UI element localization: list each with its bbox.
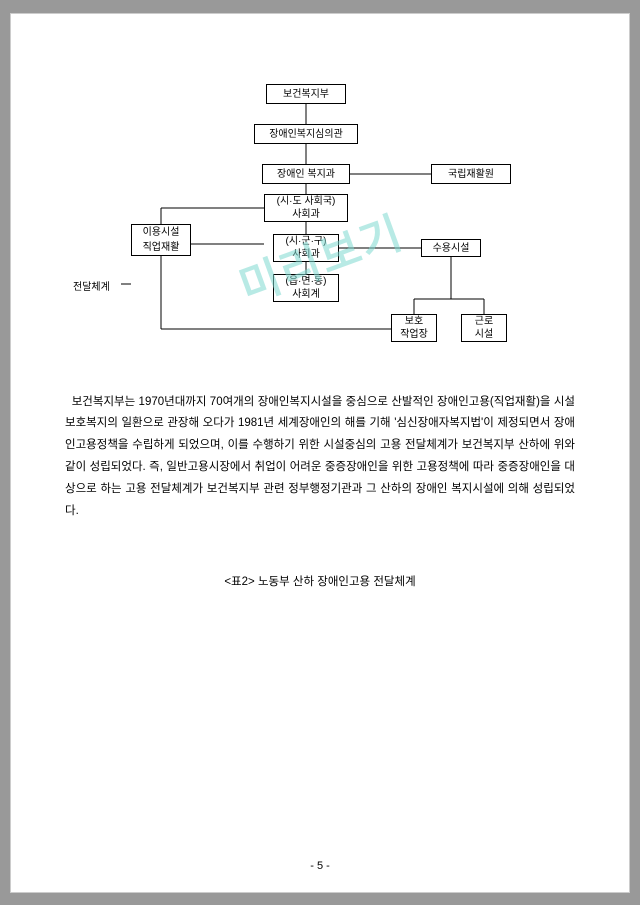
page: 미리보기 보건복지부장애인복지심의관장애인 복지과국립재활원(시·도 사회국)사… (10, 13, 630, 893)
chart-node: 사회과 (273, 248, 339, 262)
chart-node: 보호 (391, 314, 437, 328)
org-chart: 보건복지부장애인복지심의관장애인 복지과국립재활원(시·도 사회국)사회과이용시… (61, 74, 581, 374)
chart-node: 작업장 (391, 328, 437, 342)
chart-node: (읍·면·동) (273, 274, 339, 288)
chart-node: 시설 (461, 328, 507, 342)
chart-node: (시·군·구) (273, 234, 339, 248)
body-text: 보건복지부는 1970년대까지 70여개의 장애인복지시설을 중심으로 산발적인… (65, 396, 575, 517)
chart-node: 사회계 (273, 288, 339, 302)
chart-node: 보건복지부 (266, 84, 346, 104)
chart-node: 이용시설 (131, 224, 191, 240)
side-label: 전달체계 (73, 282, 110, 294)
table-caption: <표2> 노동부 산하 장애인고용 전달체계 (61, 573, 579, 589)
chart-node: 장애인 복지과 (262, 164, 350, 184)
chart-node: 수용시설 (421, 239, 481, 257)
chart-node: 사회과 (264, 208, 348, 222)
chart-node: 국립재활원 (431, 164, 511, 184)
chart-node: 장애인복지심의관 (254, 124, 358, 144)
body-paragraph: 보건복지부는 1970년대까지 70여개의 장애인복지시설을 중심으로 산발적인… (65, 392, 575, 523)
chart-node: 근로 (461, 314, 507, 328)
page-number: - 5 - (11, 860, 629, 872)
chart-node: 직업재활 (131, 240, 191, 256)
chart-node: (시·도 사회국) (264, 194, 348, 208)
